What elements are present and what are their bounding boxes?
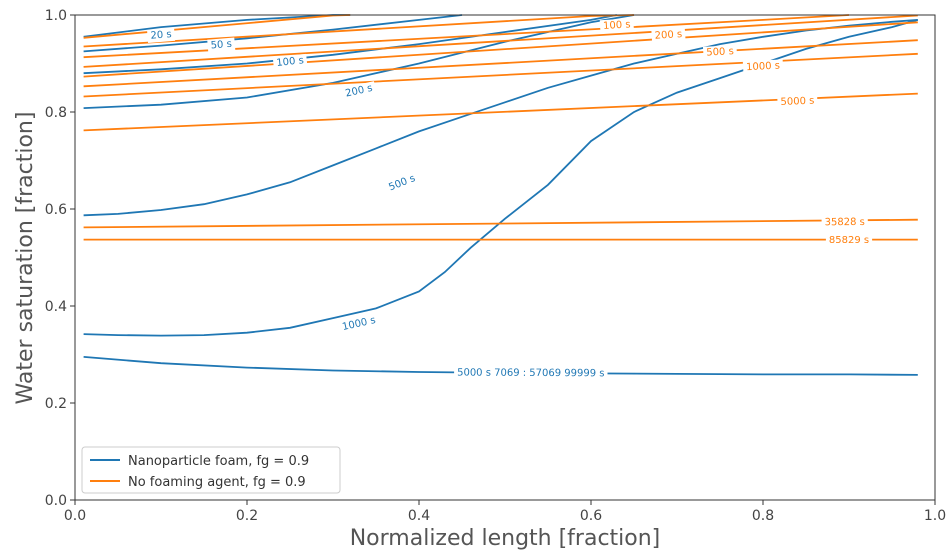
series-line-no-foaming [83,21,918,78]
y-axis-title: Water saturation [fraction] [13,112,38,405]
curve-label-group: 1000 s [742,59,784,75]
curve-label-group: 50 s [207,37,236,53]
curve-label-background [599,18,634,34]
y-axis-ticks: 0.0 0.2 0.4 0.6 0.8 1.0 [45,8,75,509]
legend-label-no-foaming: No foaming agent, fg = 0.9 [128,475,306,490]
curve-label-background [821,215,868,230]
curve-label-background [338,313,380,335]
curve-label: 500 s [387,173,417,193]
series-line-nanoparticle [83,14,617,75]
curve-label-background [341,81,377,102]
series-line-nanoparticle [83,19,919,337]
x-tick-label: 0.6 [580,508,602,524]
curve-label: 100 s [276,55,304,69]
curve-label-group: 85829 s [825,234,873,248]
curve-label-background [777,94,818,110]
series-line-no-foaming [83,39,918,88]
curve-label: 5000 s [780,96,814,108]
curve-label-background [272,53,308,71]
legend-label-nanoparticle: Nanoparticle foam, fg = 0.9 [128,454,309,469]
plot-frame [74,14,936,501]
series-line-no-foaming [83,14,351,39]
series-line-no-foaming [83,14,850,59]
curve-label: 50 s [210,39,232,52]
curve-label-group: 200 s [341,81,377,102]
curve-label: 20 s [150,29,172,42]
curve-label-group: 5000 s 7069 : 57069 99999 s [454,366,608,381]
y-tick-label: 0.8 [45,105,67,121]
curve-label-group: 35828 s [821,215,868,230]
curve-label-group: 500 s [702,44,738,60]
curve-label-group: 100 s [599,18,634,34]
y-tick-label: 0.6 [45,202,67,218]
curve-label-background [384,171,421,196]
y-tick-label: 1.0 [45,8,67,24]
curve-label-group: 500 s [384,171,421,196]
curve-labels: 20 s 50 s 100 s 200 s 500 s 1000 s 5000 s 7069… [147,18,873,381]
curve-label-group: 200 s [651,27,686,43]
y-tick-label: 0.0 [45,493,67,509]
curve-label-group: 100 s [272,53,308,71]
x-tick-label: 0.0 [64,508,86,524]
y-tick-label: 0.2 [45,396,67,412]
curve-label-background [454,366,608,381]
curve-label: 5000 s 7069 : 57069 99999 s [457,368,604,380]
curve-label-background [702,44,738,60]
curve-label-background [147,27,176,44]
curve-label: 85829 s [829,235,869,246]
y-tick-label: 0.4 [45,299,67,315]
curve-label: 500 s [706,46,734,59]
curve-label: 1000 s [746,61,780,74]
curve-label-group: 1000 s [338,313,380,335]
series-line-no-foaming [83,14,918,68]
curve-label: 100 s [603,19,631,32]
curve-label: 200 s [654,29,682,42]
series-line-nanoparticle [83,14,635,109]
curve-label: 35828 s [825,217,865,228]
x-tick-label: 0.4 [408,508,430,524]
x-axis-ticks: 0.0 0.2 0.4 0.6 0.8 1.0 [64,500,946,524]
x-tick-label: 0.2 [236,508,258,524]
series-line-nanoparticle [83,19,918,217]
plot-lines [83,14,919,376]
legend-box [81,446,341,494]
curve-label-background [651,27,686,43]
curve-label-background [207,37,236,53]
series-line-no-foaming [83,218,918,229]
curve-label-background [825,234,873,248]
x-axis-title: Normalized length [fraction] [350,526,661,551]
curve-label-background [742,59,784,75]
x-tick-label: 0.8 [752,508,774,524]
curve-label-group: 20 s [147,27,176,44]
x-tick-label: 1.0 [924,508,946,524]
series-line-no-foaming [83,52,918,98]
legend: Nanoparticle foam, fg = 0.9 No foaming a… [81,446,341,494]
curve-label-group: 5000 s [777,94,818,110]
